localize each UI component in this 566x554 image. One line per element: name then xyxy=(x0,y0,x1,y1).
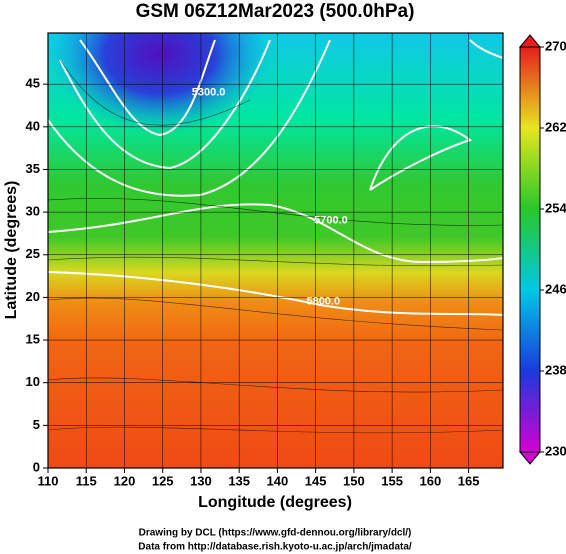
x-tick-label: 115 xyxy=(76,473,97,488)
x-tick-label: 165 xyxy=(458,473,480,488)
x-tick-label: 145 xyxy=(305,473,327,488)
y-tick-label: 35 xyxy=(26,161,40,176)
contour-label: 5800.0 xyxy=(306,296,340,308)
y-tick-label: 40 xyxy=(26,118,40,133)
x-tick-label: 155 xyxy=(381,473,403,488)
chart-title: GSM 06Z12Mar2023 (500.0hPa) xyxy=(136,1,415,22)
x-tick-label: 160 xyxy=(420,473,442,488)
footer: Drawing by DCL (https://www.gfd-dennou.o… xyxy=(139,528,412,539)
y-axis-label: Latitude (degrees) xyxy=(3,181,20,320)
x-tick-label: 150 xyxy=(343,473,365,488)
y-tick-label: 0 xyxy=(33,459,40,474)
colorbar-tick-label: 230 xyxy=(545,443,566,458)
x-tick-label: 130 xyxy=(190,473,212,488)
y-tick-label: 5 xyxy=(33,417,40,432)
x-axis-label: Longitude (degrees) xyxy=(198,494,352,511)
colorbar-extend xyxy=(518,451,542,465)
field xyxy=(48,33,503,468)
contour-label: 5700.0 xyxy=(314,215,348,227)
y-tick-label: 30 xyxy=(26,204,40,219)
colorbar-tick-label: 262 xyxy=(545,119,566,134)
y-tick-label: 45 xyxy=(26,76,40,91)
colorbar-tick-label: 238 xyxy=(545,362,566,377)
y-tick-label: 10 xyxy=(26,374,40,389)
x-tick-label: 140 xyxy=(267,473,289,488)
x-tick-label: 125 xyxy=(152,473,174,488)
colorbar-extend xyxy=(518,34,542,48)
x-tick-label: 110 xyxy=(38,473,59,488)
x-tick-label: 135 xyxy=(228,473,250,488)
contour-label: 5300.0 xyxy=(192,87,226,99)
y-tick-label: 15 xyxy=(26,331,40,346)
frame xyxy=(47,32,504,469)
y-tick-label: 20 xyxy=(26,289,40,304)
colorbar-tick-label: 254 xyxy=(545,200,566,215)
footer: Data from http://database.rish.kyoto-u.a… xyxy=(138,542,412,553)
x-tick-label: 120 xyxy=(114,473,136,488)
colorbar-tick-label: 270 xyxy=(545,38,566,53)
colorbar xyxy=(519,46,541,453)
y-tick-label: 25 xyxy=(26,246,40,261)
colorbar-tick-label: 246 xyxy=(545,281,566,296)
